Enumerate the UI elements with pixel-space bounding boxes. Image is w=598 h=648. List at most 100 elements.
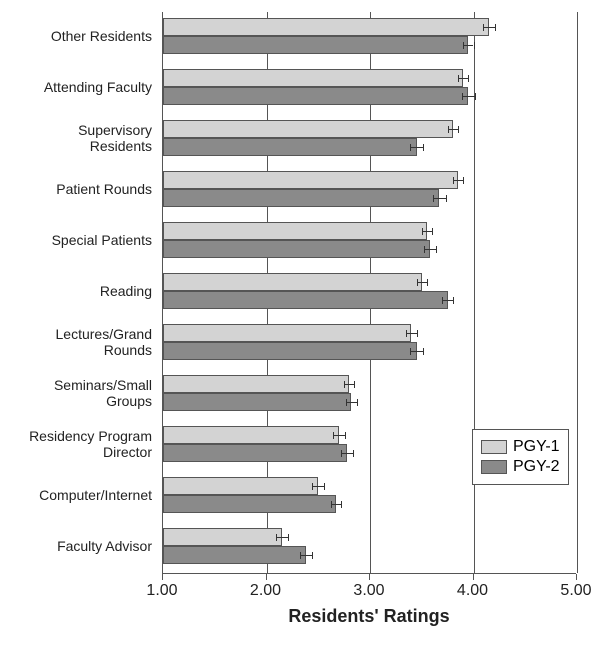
- error-cap: [463, 177, 464, 184]
- error-cap: [312, 483, 313, 490]
- legend-label: PGY-2: [513, 458, 560, 476]
- error-bar: [417, 282, 427, 283]
- error-bar: [453, 180, 463, 181]
- y-tick-label: Residency Program Director: [0, 426, 152, 462]
- error-bar: [410, 147, 422, 148]
- x-tick-label: 4.00: [457, 582, 488, 600]
- error-cap: [453, 177, 454, 184]
- error-cap: [346, 399, 347, 406]
- bar-pgy-1: [163, 273, 422, 291]
- bar-pgy-1: [163, 18, 489, 36]
- error-cap: [446, 195, 447, 202]
- error-bar: [344, 384, 354, 385]
- legend-item: PGY-2: [481, 458, 560, 476]
- error-cap: [468, 75, 469, 82]
- error-bar: [333, 435, 345, 436]
- bar-pgy-2: [163, 342, 417, 360]
- error-cap: [331, 501, 332, 508]
- error-cap: [341, 450, 342, 457]
- x-axis-label: Residents' Ratings: [162, 606, 576, 627]
- error-cap: [423, 144, 424, 151]
- y-tick-label: Patient Rounds: [0, 171, 152, 207]
- error-cap: [333, 432, 334, 439]
- x-tick-label: 5.00: [560, 582, 591, 600]
- y-tick-label: Supervisory Residents: [0, 120, 152, 156]
- gridline: [577, 12, 578, 573]
- error-bar: [300, 555, 312, 556]
- error-cap: [463, 42, 464, 49]
- x-tick-mark: [369, 574, 370, 580]
- bar-pgy-1: [163, 426, 339, 444]
- legend-label: PGY-1: [513, 438, 560, 456]
- bar-pgy-2: [163, 393, 351, 411]
- error-cap: [354, 381, 355, 388]
- error-bar: [433, 198, 445, 199]
- error-bar: [341, 453, 353, 454]
- error-bar: [406, 333, 416, 334]
- y-tick-label: Faculty Advisor: [0, 528, 152, 564]
- error-cap: [410, 348, 411, 355]
- error-cap: [453, 297, 454, 304]
- error-cap: [312, 552, 313, 559]
- error-bar: [483, 27, 495, 28]
- error-cap: [458, 75, 459, 82]
- y-tick-label: Special Patients: [0, 222, 152, 258]
- error-cap: [345, 432, 346, 439]
- error-cap: [427, 279, 428, 286]
- bar-pgy-1: [163, 477, 318, 495]
- x-tick-mark: [576, 574, 577, 580]
- bar-pgy-2: [163, 495, 336, 513]
- error-cap: [410, 144, 411, 151]
- error-bar: [458, 78, 468, 79]
- error-bar: [462, 96, 474, 97]
- error-cap: [406, 330, 407, 337]
- legend-swatch: [481, 460, 507, 474]
- error-cap: [475, 93, 476, 100]
- y-tick-label: Other Residents: [0, 18, 152, 54]
- error-cap: [276, 534, 277, 541]
- error-cap: [442, 297, 443, 304]
- bar-pgy-2: [163, 138, 417, 156]
- error-cap: [357, 399, 358, 406]
- error-cap: [417, 330, 418, 337]
- legend-item: PGY-1: [481, 438, 560, 456]
- bar-pgy-1: [163, 120, 453, 138]
- error-cap: [424, 246, 425, 253]
- y-tick-label: Lectures/Grand Rounds: [0, 324, 152, 360]
- error-bar: [410, 351, 422, 352]
- x-tick-label: 3.00: [353, 582, 384, 600]
- bar-pgy-2: [163, 240, 430, 258]
- error-cap: [433, 195, 434, 202]
- error-cap: [324, 483, 325, 490]
- error-cap: [458, 126, 459, 133]
- y-tick-label: Reading: [0, 273, 152, 309]
- error-cap: [344, 381, 345, 388]
- x-tick-mark: [266, 574, 267, 580]
- y-tick-label: Attending Faculty: [0, 69, 152, 105]
- x-tick-label: 2.00: [250, 582, 281, 600]
- error-cap: [288, 534, 289, 541]
- error-cap: [448, 126, 449, 133]
- residents-ratings-chart: Residents' Ratings PGY-1 PGY-2 1.00 2.00 3.…: [0, 0, 598, 648]
- legend: PGY-1 PGY-2: [472, 429, 569, 485]
- bar-pgy-1: [163, 222, 427, 240]
- bar-pgy-2: [163, 189, 439, 207]
- bar-pgy-2: [163, 36, 468, 54]
- bar-pgy-1: [163, 171, 458, 189]
- bar-pgy-1: [163, 375, 349, 393]
- bar-pgy-2: [163, 87, 468, 105]
- bar-pgy-2: [163, 291, 448, 309]
- bar-pgy-1: [163, 528, 282, 546]
- error-cap: [483, 24, 484, 31]
- bar-pgy-1: [163, 69, 463, 87]
- error-cap: [432, 228, 433, 235]
- bar-pgy-2: [163, 546, 306, 564]
- x-tick-label: 1.00: [146, 582, 177, 600]
- bar-pgy-1: [163, 324, 411, 342]
- error-bar: [331, 504, 341, 505]
- x-tick-mark: [473, 574, 474, 580]
- y-tick-label: Computer/Internet: [0, 477, 152, 513]
- error-cap: [462, 93, 463, 100]
- error-bar: [276, 537, 288, 538]
- x-tick-mark: [162, 574, 163, 580]
